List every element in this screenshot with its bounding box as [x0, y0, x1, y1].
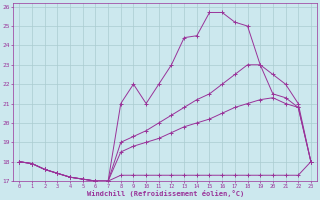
X-axis label: Windchill (Refroidissement éolien,°C): Windchill (Refroidissement éolien,°C)	[86, 190, 244, 197]
